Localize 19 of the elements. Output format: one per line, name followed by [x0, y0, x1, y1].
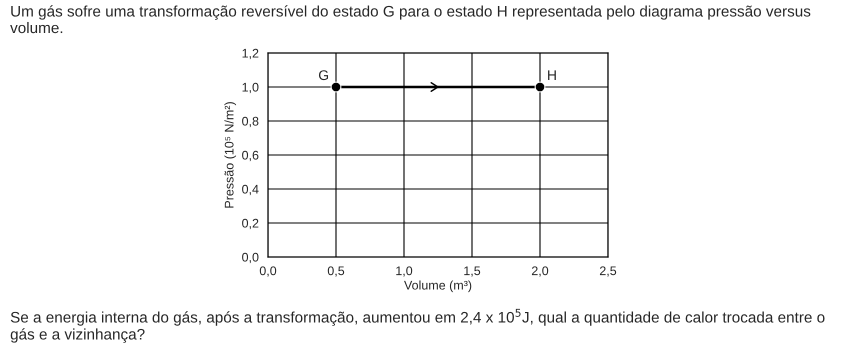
text: Se a energia interna do gás, após a transformação, aumentou em 2,4 x 10$^{5}$J, qual a quantidade de calor trocada entre o gás e a vizinhança?	[10, 308, 825, 343]
y-tick-label: 1,2	[242, 48, 258, 60]
annotation: G	[318, 70, 328, 80]
x-tick-label: 0,0	[260, 266, 276, 277]
y-tick-label: 0,4	[242, 184, 259, 196]
y-axis-title: Pressão (10⁵ N/m²)	[224, 102, 236, 208]
y-tick-label: 0,8	[242, 116, 258, 128]
y-tick-label: 0,2	[242, 218, 258, 230]
x-tick-label: 2,0	[532, 266, 548, 277]
y-tick-label: 1,0	[242, 82, 258, 94]
y-tick-label: 0,0	[242, 252, 258, 264]
x-tick-label: 1,5	[464, 266, 480, 277]
x-tick-label: 1,0	[396, 266, 412, 277]
annotation: H	[548, 70, 556, 80]
x-tick-label: 0,5	[328, 266, 344, 277]
x-axis-title: Volume (m³)	[404, 280, 472, 292]
x-tick-label: 2,5	[600, 266, 616, 277]
chart-title: Um gás sofre uma transformação reversível do estado G para o estado H representada pelo diagrama pressão versus volume.	[10, 5, 810, 34]
y-tick-label: 0,6	[242, 150, 258, 162]
